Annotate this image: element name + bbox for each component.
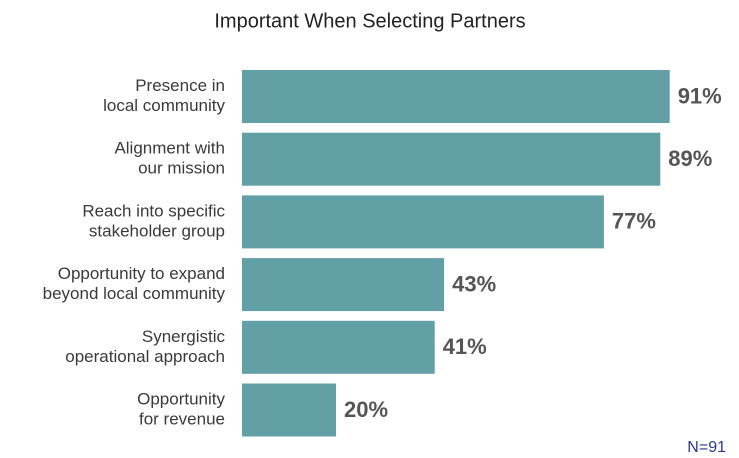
value-label: 77%	[612, 209, 656, 234]
category-label: operational approach	[65, 347, 225, 366]
value-label: 20%	[344, 397, 388, 422]
bar	[242, 70, 670, 123]
category-label: Alignment with	[114, 139, 225, 158]
value-label: 89%	[668, 146, 712, 171]
category-label: Presence in	[135, 76, 225, 95]
category-label: Reach into specific	[82, 201, 225, 220]
value-label: 41%	[443, 334, 487, 359]
sample-note: N=91	[687, 439, 726, 456]
category-label: Opportunity to expand	[58, 264, 225, 283]
category-label: our mission	[138, 159, 225, 178]
chart-title: Important When Selecting Partners	[214, 10, 525, 32]
category-label: for revenue	[139, 409, 225, 428]
bar	[242, 383, 336, 437]
category-label: local community	[103, 96, 225, 115]
bar	[242, 195, 604, 249]
category-label: Opportunity	[137, 389, 225, 408]
category-label: beyond local community	[43, 284, 226, 303]
bar	[242, 258, 445, 312]
value-label: 91%	[678, 83, 722, 108]
value-label: 43%	[452, 271, 496, 296]
category-label: Synergistic	[142, 327, 226, 346]
category-label: stakeholder group	[89, 221, 225, 240]
bar	[242, 320, 435, 374]
bar	[242, 132, 661, 186]
